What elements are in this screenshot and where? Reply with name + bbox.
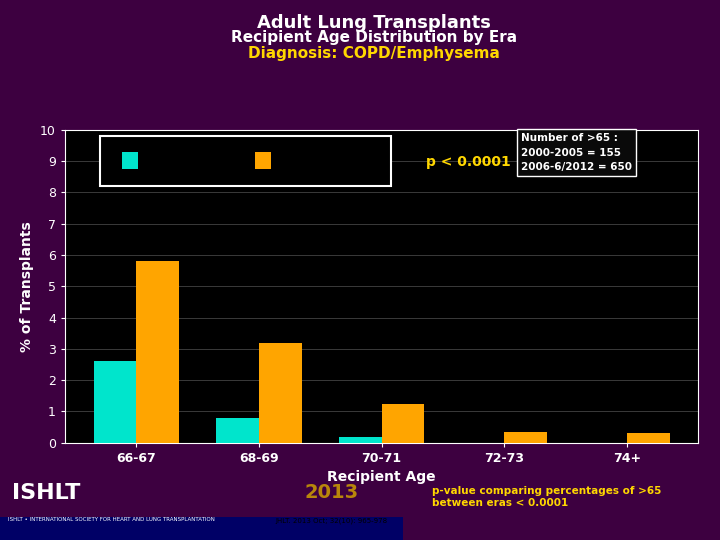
Text: JHLT. 2013 Oct; 32(10): 965-978: JHLT. 2013 Oct; 32(10): 965-978 (275, 518, 387, 524)
Bar (504, 432, 547, 443)
Bar (94, 361, 137, 443)
Bar (338, 436, 382, 443)
Bar (626, 433, 670, 443)
Text: Number of >65 :
2000-2005 = 155
2006-6/2012 = 650: Number of >65 : 2000-2005 = 155 2006-6/2… (521, 133, 632, 172)
Text: Recipient Age Distribution by Era: Recipient Age Distribution by Era (231, 30, 518, 45)
Text: p < 0.0001: p < 0.0001 (426, 156, 510, 170)
Text: ISHLT: ISHLT (12, 483, 81, 503)
Y-axis label: % of Transplants: % of Transplants (20, 221, 35, 352)
Text: ISHLT • INTERNATIONAL SOCIETY FOR HEART AND LUNG TRANSPLANTATION: ISHLT • INTERNATIONAL SOCIETY FOR HEART … (8, 517, 215, 522)
Bar (0, 517, 403, 540)
FancyBboxPatch shape (99, 136, 391, 186)
X-axis label: Recipient Age: Recipient Age (328, 470, 436, 484)
Bar (255, 152, 271, 168)
Text: Diagnosis: COPD/Emphysema: Diagnosis: COPD/Emphysema (248, 46, 500, 61)
Text: 2013: 2013 (304, 483, 359, 502)
Text: p-value comparing percentages of >65
between eras < 0.0001: p-value comparing percentages of >65 bet… (432, 486, 662, 508)
Bar (259, 342, 302, 443)
Bar (216, 418, 259, 443)
Bar (122, 152, 138, 168)
Text: Adult Lung Transplants: Adult Lung Transplants (258, 14, 491, 31)
Bar (382, 404, 425, 443)
Bar (137, 261, 179, 443)
